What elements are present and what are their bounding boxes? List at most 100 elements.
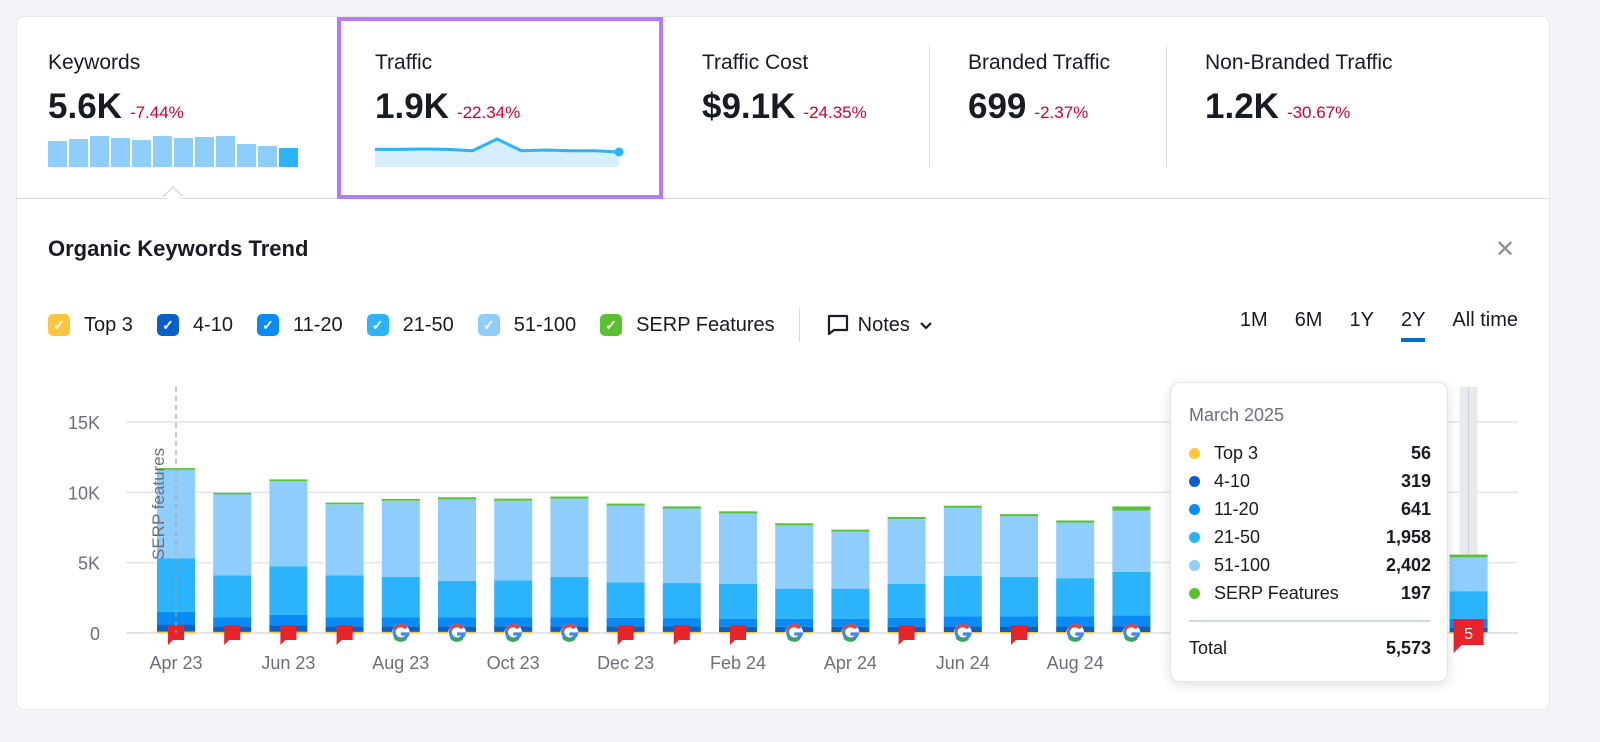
bar-segment xyxy=(213,617,252,627)
metric-branded-traffic[interactable]: Branded Traffic 699 -2.37% xyxy=(929,17,1166,199)
time-range-selector: 1M 6M 1Y 2Y All time xyxy=(1213,309,1518,342)
sparkline-bar xyxy=(132,140,151,167)
range-all-time[interactable]: All time xyxy=(1452,309,1518,331)
sparkline-bar xyxy=(279,148,298,167)
divider xyxy=(798,308,800,342)
bar-segment xyxy=(157,611,195,625)
metric-value: 699 -2.37% xyxy=(968,87,1088,127)
bar-segment xyxy=(1056,520,1095,523)
sparkline-bar xyxy=(216,136,235,167)
legend-21-50[interactable]: ✓ 21-50 xyxy=(366,314,454,337)
range-1m[interactable]: 1M xyxy=(1239,309,1268,331)
bar-segment xyxy=(1449,557,1488,592)
value: 2,402 xyxy=(1385,555,1431,575)
bar-segment xyxy=(719,513,757,584)
annotation-label: SERP features xyxy=(149,448,168,560)
bar-segment xyxy=(1056,616,1095,627)
bar-segment xyxy=(325,575,364,618)
sparkline-bar xyxy=(111,138,130,167)
note-flag-icon xyxy=(898,625,915,645)
checkbox-icon: ✓ xyxy=(600,314,623,336)
bar-segment xyxy=(606,582,645,618)
value: 699 xyxy=(968,87,1027,126)
change: -30.67% xyxy=(1286,103,1351,122)
dot-icon xyxy=(1189,504,1200,515)
google-icon-red xyxy=(786,624,801,631)
metric-keywords[interactable]: Keywords 5.6K -7.44% xyxy=(17,17,337,199)
bar-segment xyxy=(381,498,420,501)
close-icon[interactable]: ✕ xyxy=(1495,236,1516,263)
change: -22.34% xyxy=(456,103,521,122)
value: 5.6K xyxy=(48,87,122,126)
metric-traffic-cost[interactable]: Traffic Cost $9.1K -24.35% xyxy=(663,17,929,199)
legend-serp-features[interactable]: ✓ SERP Features xyxy=(600,314,775,337)
legend-51-100[interactable]: ✓ 51-100 xyxy=(477,314,576,337)
bar-segment xyxy=(269,614,308,626)
legend-label: 4-10 xyxy=(192,313,233,336)
bar-segment xyxy=(325,504,364,576)
metric-traffic[interactable]: Traffic 1.9K -22.34% xyxy=(337,17,663,199)
note-flag-icon xyxy=(673,625,690,645)
bar-segment xyxy=(775,588,814,619)
bar-segment xyxy=(719,618,757,627)
notes-dropdown[interactable]: Notes xyxy=(826,313,934,337)
bar-segment xyxy=(1000,516,1038,577)
bar-segment xyxy=(943,616,982,627)
bar-segment xyxy=(1056,578,1095,617)
note-icon xyxy=(827,314,848,336)
note-count-label: 5 xyxy=(1464,626,1473,643)
metric-label: Keywords xyxy=(48,51,141,74)
tooltip-row: 21-50 1,958 xyxy=(1189,527,1431,548)
bar-segment xyxy=(550,617,589,627)
bar-segment xyxy=(494,500,533,581)
google-icon-green xyxy=(449,635,464,642)
checkbox-icon: ✓ xyxy=(48,314,70,336)
checkbox-icon: ✓ xyxy=(366,314,389,336)
metric-value: $9.1K -24.35% xyxy=(702,87,867,127)
divider xyxy=(1166,47,1167,167)
google-icon xyxy=(953,623,972,642)
bar-segment xyxy=(325,617,364,627)
divider xyxy=(1189,620,1431,622)
value: 319 xyxy=(1400,471,1431,491)
sparkline-end-dot xyxy=(614,147,624,157)
sparkline-bar xyxy=(195,137,214,167)
legend-label: 11-20 xyxy=(292,313,343,336)
bar-segment xyxy=(1112,510,1151,572)
bar-segment xyxy=(438,580,476,618)
legend-11-20[interactable]: ✓ 11-20 xyxy=(256,313,343,337)
google-icon xyxy=(504,623,523,642)
bar-segment xyxy=(943,507,982,577)
bar-segment xyxy=(775,618,814,627)
bar-segment xyxy=(831,531,870,589)
bar-segment xyxy=(887,519,926,584)
bar-segment xyxy=(662,583,701,619)
y-tick-label: 10K xyxy=(68,483,100,503)
bar-segment xyxy=(606,617,645,627)
divider xyxy=(929,47,930,167)
legend-top-3[interactable]: ✓ Top 3 xyxy=(48,314,133,337)
note-flag-icon xyxy=(1011,625,1027,645)
metrics-row: Keywords 5.6K -7.44% Traffic 1.9K -22.34% … xyxy=(17,17,1549,206)
google-icon-green xyxy=(1124,635,1138,642)
google-icon-green xyxy=(786,635,801,642)
x-tick-label: Oct 23 xyxy=(487,653,540,673)
label: 4-10 xyxy=(1214,471,1251,491)
range-1y[interactable]: 1Y xyxy=(1349,309,1374,331)
bar-segment xyxy=(494,580,533,618)
legend-4-10[interactable]: ✓ 4-10 xyxy=(156,313,233,337)
metric-non-branded-traffic[interactable]: Non-Branded Traffic 1.2K -30.67% xyxy=(1166,17,1546,199)
google-icon xyxy=(560,623,579,642)
google-icon-green xyxy=(562,635,576,642)
range-6m[interactable]: 6M xyxy=(1294,309,1323,331)
bar-segment xyxy=(494,498,533,501)
google-icon-red xyxy=(1124,624,1138,631)
x-tick-label: Aug 24 xyxy=(1047,653,1104,673)
change: -2.37% xyxy=(1034,103,1089,122)
bar-segment xyxy=(1112,571,1151,616)
bar-segment xyxy=(1056,522,1095,579)
bar-segment xyxy=(943,505,982,508)
dot-icon xyxy=(1189,532,1200,543)
range-2y[interactable]: 2Y xyxy=(1400,309,1426,342)
traffic-highlight-box xyxy=(337,17,663,199)
